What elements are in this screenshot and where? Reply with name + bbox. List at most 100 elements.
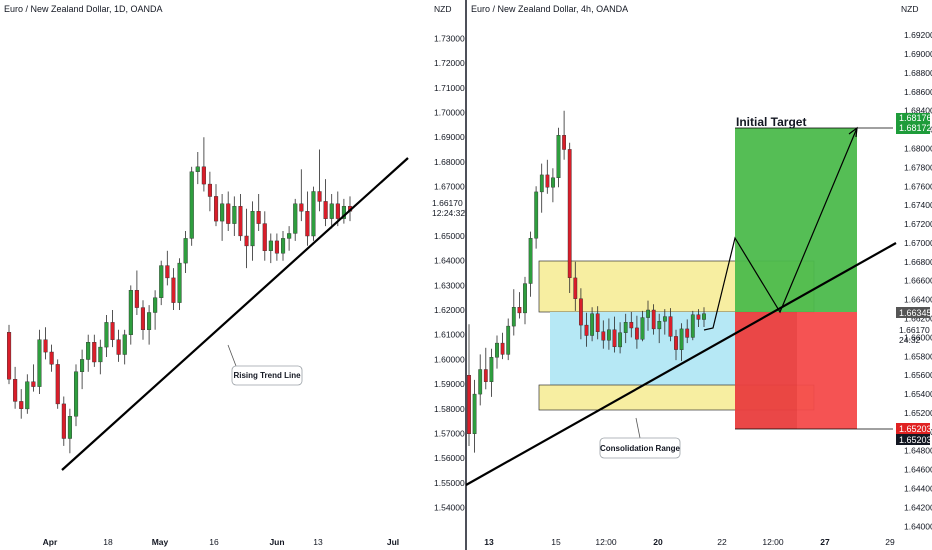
candle-body — [635, 327, 639, 340]
candle-body — [134, 290, 139, 308]
price-tick-label: 1.72000 — [434, 58, 465, 68]
candle-body — [668, 316, 673, 337]
target-price-top: 1.68176 — [899, 113, 932, 123]
candle-body — [25, 381, 30, 410]
price-tick-label: 1.59000 — [434, 379, 465, 389]
candle-body — [483, 369, 488, 383]
consolidation-annotation[interactable]: Consolidation Range — [599, 417, 681, 459]
time-tick-label: 29 — [885, 537, 895, 547]
candle-body — [262, 223, 267, 252]
time-tick-label: 13 — [484, 537, 494, 547]
time-tick-label: Apr — [43, 537, 58, 547]
stop-zone[interactable] — [735, 312, 857, 429]
price-tick-label: 1.62000 — [434, 305, 465, 315]
candle-body — [567, 149, 572, 278]
candle-body — [573, 277, 578, 299]
target-zone[interactable] — [735, 128, 857, 312]
candle-body — [601, 331, 606, 341]
current-price: 1.66170 — [899, 325, 930, 335]
candle-body — [122, 334, 127, 355]
candle-body — [651, 309, 656, 330]
right-price-axis[interactable]: 1.640001.642001.644001.646001.648001.650… — [904, 30, 932, 531]
price-tick-label: 1.68400 — [904, 106, 932, 116]
candle-body — [545, 174, 550, 188]
candle-body — [31, 381, 36, 387]
left-last-price: 1.66170 — [432, 198, 463, 208]
candle-body — [595, 313, 600, 332]
price-tick-label: 1.67200 — [904, 219, 932, 229]
candle-body — [551, 177, 555, 188]
candle-body — [86, 342, 91, 360]
projected-path[interactable] — [703, 127, 858, 331]
candle-body — [478, 369, 483, 395]
candle-body — [226, 203, 231, 224]
price-tick-label: 1.65400 — [904, 389, 932, 399]
stop-price-tag-bottom — [896, 434, 930, 445]
trend-line-annotation[interactable]: Rising Trend Line — [227, 344, 303, 386]
stop-zone-shade — [735, 312, 797, 429]
left-time-axis[interactable]: Apr 18 May 16 Jun 13 Jul — [43, 537, 399, 547]
candle-body — [238, 206, 243, 237]
candle-body — [153, 297, 158, 313]
time-tick-label: 20 — [653, 537, 663, 547]
price-tick-label: 1.60000 — [434, 354, 465, 364]
candle-body — [323, 201, 328, 219]
candle-body — [690, 314, 695, 338]
left-countdown: 12:24:32 — [432, 208, 465, 218]
price-tick-label: 1.64400 — [904, 484, 932, 494]
time-tick-label: 12:00 — [595, 537, 617, 547]
candle-body — [281, 238, 286, 254]
candle-body — [213, 196, 219, 222]
candle-body — [685, 328, 690, 338]
candle-body — [128, 290, 133, 335]
time-tick-label: 15 — [551, 537, 561, 547]
time-tick-label: 13 — [313, 537, 323, 547]
candle-body — [98, 346, 103, 363]
candle-body — [311, 191, 316, 237]
candle-body — [201, 166, 206, 185]
candle-body — [329, 203, 334, 219]
time-tick-label: 27 — [820, 537, 830, 547]
candle-body — [335, 203, 340, 219]
price-tick-label: 1.67800 — [904, 162, 932, 172]
candle-body — [317, 191, 322, 202]
candle-body — [305, 211, 310, 237]
candle-body — [500, 342, 505, 355]
price-tick-label: 1.64200 — [904, 502, 932, 512]
annotation-text: Rising Trend Line — [233, 371, 301, 380]
price-tick-label: 1.67000 — [904, 238, 932, 248]
candle-body — [607, 329, 611, 341]
right-chart-panel[interactable]: Euro / New Zealand Dollar, 4h, OANDA NZD… — [465, 4, 932, 547]
price-tick-label: 1.68000 — [904, 144, 932, 154]
left-last-price-tag: 1.66170 12:24:32 — [426, 197, 465, 219]
left-price-axis[interactable]: 1.54000 1.55000 1.56000 1.57000 1.58000 1.590… — [434, 33, 465, 512]
consolidation-text: Consolidation Range — [600, 444, 681, 453]
candle-body — [663, 316, 667, 322]
annotation-pointer — [227, 344, 237, 367]
candle-body — [528, 237, 533, 284]
candle-body — [61, 403, 66, 439]
support-trend-line[interactable] — [465, 242, 897, 486]
price-tick-label: 1.66200 — [904, 314, 932, 324]
price-tick-label: 1.67000 — [434, 182, 465, 192]
candle-body — [506, 325, 511, 355]
candle-body — [207, 183, 213, 197]
right-time-axis[interactable]: 13 15 12:00 20 22 12:00 27 29 — [484, 537, 895, 547]
candle-body — [579, 298, 583, 326]
price-tick-label: 1.65600 — [904, 370, 932, 380]
candle-body — [37, 339, 42, 387]
entry-price-tag — [896, 307, 930, 318]
rising-trend-line[interactable] — [61, 157, 409, 471]
left-candles — [6, 137, 353, 454]
candle-body — [67, 416, 72, 439]
stop-price-tag-top — [896, 423, 930, 434]
left-chart-panel[interactable]: Euro / New Zealand Dollar, 1D, OANDA NZD… — [0, 0, 465, 547]
price-tick-label: 1.68600 — [904, 87, 932, 97]
candle-body — [49, 351, 54, 365]
candle-body — [299, 203, 304, 212]
candle-body — [556, 135, 561, 179]
candle-body — [562, 135, 567, 150]
candle-body — [612, 329, 617, 347]
stop-price-bottom: 1.65203 — [899, 435, 932, 445]
candle-body — [55, 364, 60, 405]
